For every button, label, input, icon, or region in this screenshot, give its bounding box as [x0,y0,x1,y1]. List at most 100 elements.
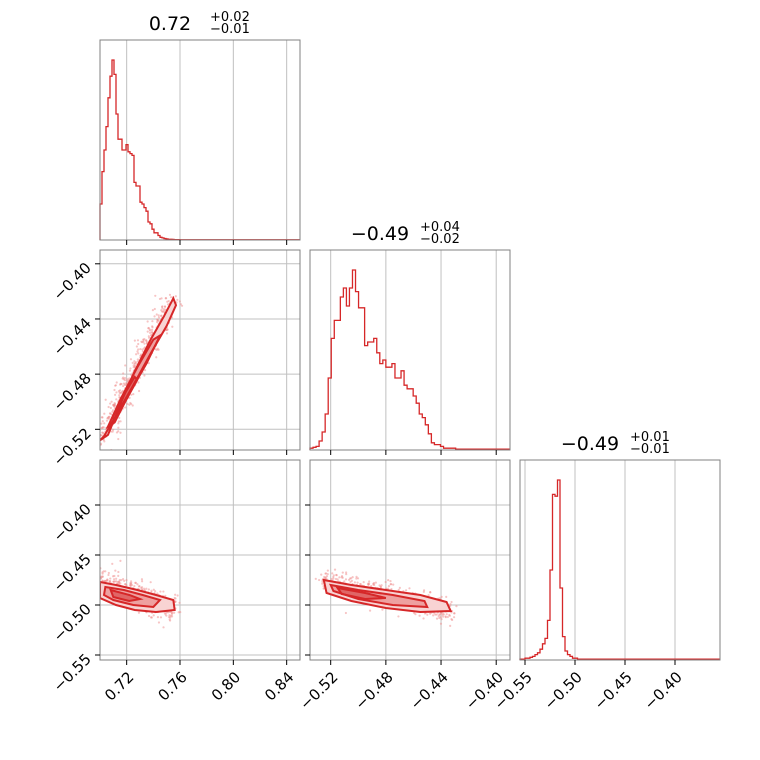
scatter-point [389,580,392,583]
scatter-point [96,450,98,452]
scatter-point [156,320,159,324]
scatter-point [150,589,153,592]
scatter-point [114,393,117,396]
scatter-point [164,594,167,597]
scatter-point [413,611,416,615]
scatter-point [111,430,114,433]
scatter-point [137,611,141,614]
scatter-point [449,624,452,627]
scatter-point [124,364,127,367]
scatter-point [119,431,122,434]
scatter-point [326,569,329,572]
scatter-point [114,569,117,572]
scatter-point [359,583,362,586]
scatter-point [344,611,348,615]
pair-panel-2-1 [314,568,458,627]
scatter-point [355,575,358,578]
x-tick-label: −0.40 [641,668,686,713]
scatter-point [94,450,96,452]
scatter-point [126,378,129,381]
scatter-point [100,422,103,425]
scatter-point [101,426,104,430]
scatter-point [448,614,451,617]
scatter-point [130,402,133,406]
scatter-point [170,615,174,618]
scatter-point [427,594,430,597]
scatter-point [387,585,391,588]
scatter-point [118,396,121,399]
scatter-point [92,451,94,453]
scatter-point [137,381,140,384]
scatter-point [156,615,160,619]
x-tick-label: −0.45 [591,668,636,713]
scatter-point [98,586,100,588]
scatter-point [159,590,162,593]
scatter-point [101,416,104,419]
scatter-point [115,577,118,580]
scatter-point [147,614,151,618]
scatter-point [317,578,321,582]
scatter-point [95,440,97,442]
scatter-point [141,341,144,344]
panel-frame-diag-2 [519,459,721,661]
scatter-point [132,393,135,396]
scatter-point [390,583,393,586]
y-tick-label: −0.48 [50,369,95,414]
panel-frame-2-1 [309,459,511,661]
scatter-point [131,361,134,365]
scatter-point [135,345,138,348]
scatter-point [94,591,96,593]
scatter-point [117,420,120,423]
scatter-point [331,572,334,575]
scatter-point [129,358,133,361]
x-tick-label: 0.72 [101,668,137,704]
scatter-point [155,313,158,316]
scatter-point [95,589,97,591]
scatter-point [124,406,127,409]
scatter-point [98,432,100,434]
scatter-point [429,612,432,615]
scatter-point [343,580,346,583]
scatter-point [379,585,382,588]
scatter-point [168,614,171,617]
scatter-point [113,388,116,392]
scatter-point [136,350,139,353]
scatter-point [117,390,120,393]
scatter-point [398,586,401,589]
scatter-point [104,570,107,573]
panel-frame-2-0 [99,459,301,661]
scatter-point [137,348,140,351]
panel-frame-diag-0 [99,39,301,241]
param-title-minus: −0.01 [210,22,250,37]
scatter-point [390,587,393,591]
scatter-point [166,300,169,303]
scatter-point [350,577,353,580]
scatter-point [351,576,354,579]
scatter-point [137,389,141,393]
scatter-point [165,328,168,331]
scatter-point [170,613,173,616]
scatter-point [441,615,445,618]
scatter-point [100,442,103,445]
scatter-point [162,590,165,593]
scatter-point [333,568,337,571]
scatter-point [109,579,112,583]
panel-frame-1-0 [99,249,301,451]
scatter-point [114,384,117,387]
scatter-point [124,379,127,382]
scatter-point [438,597,441,600]
scatter-point [143,342,146,345]
scatter-point [96,438,98,440]
scatter-point [156,318,159,321]
scatter-point [136,358,139,361]
scatter-point [101,571,104,574]
scatter-point [334,577,338,581]
y-tick-label: −0.52 [50,424,95,469]
x-tick-label: 0.76 [154,668,190,704]
scatter-point [152,588,155,591]
scatter-point [107,573,110,577]
scatter-point [155,356,158,359]
contour-outer [322,578,453,614]
scatter-point [324,572,327,575]
scatter-point [129,367,132,370]
